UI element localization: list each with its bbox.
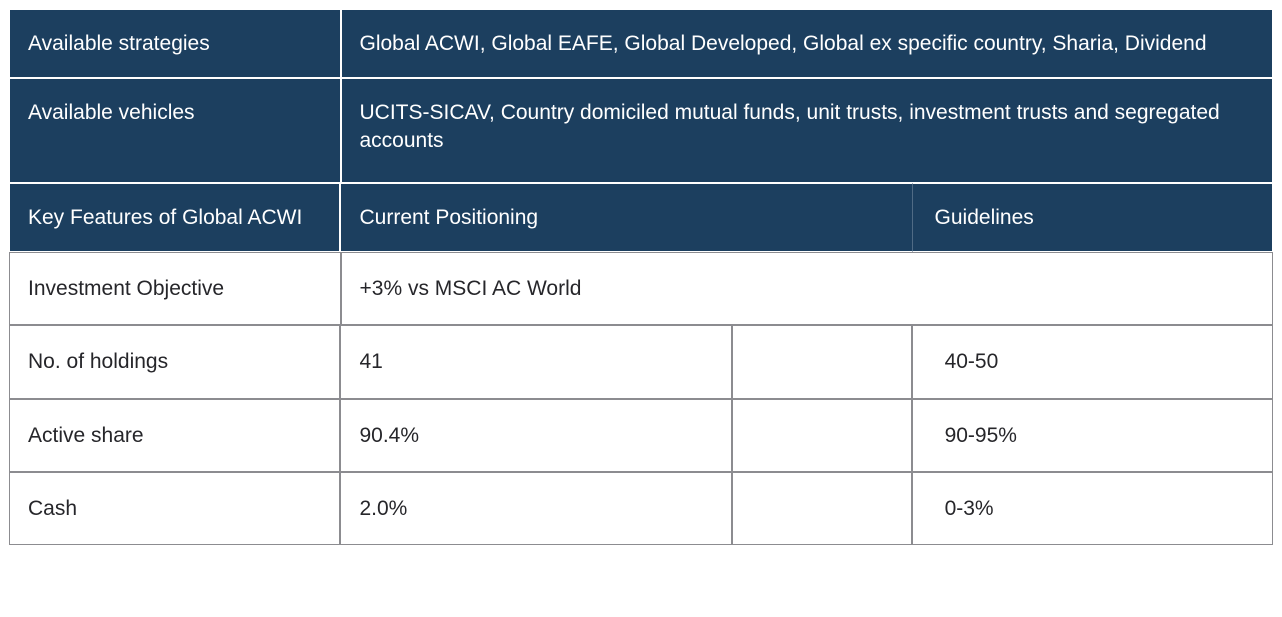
- header-row-vehicles: Available vehicles UCITS-SICAV, Country …: [9, 78, 1273, 183]
- label-available-vehicles: Available vehicles: [9, 78, 341, 183]
- feature-label: Active share: [9, 399, 340, 472]
- table-row: Active share 90.4% 90-95%: [9, 399, 1273, 472]
- feature-label: Cash: [9, 472, 340, 545]
- table-row: Cash 2.0% 0-3%: [9, 472, 1273, 545]
- header-row-strategies: Available strategies Global ACWI, Global…: [9, 9, 1273, 78]
- gap-cell: [732, 399, 912, 472]
- value-available-strategies: Global ACWI, Global EAFE, Global Develop…: [341, 9, 1274, 78]
- feature-positioning: 2.0%: [340, 472, 731, 545]
- feature-positioning: 41: [340, 325, 731, 398]
- features-table: Available strategies Global ACWI, Global…: [8, 8, 1274, 546]
- feature-positioning: +3% vs MSCI AC World: [341, 252, 1274, 325]
- feature-guidelines: 0-3%: [912, 472, 1273, 545]
- table-row: No. of holdings 41 40-50: [9, 325, 1273, 398]
- feature-guidelines: 90-95%: [912, 399, 1273, 472]
- table-row: Investment Objective +3% vs MSCI AC Worl…: [9, 252, 1273, 325]
- value-available-vehicles: UCITS-SICAV, Country domiciled mutual fu…: [341, 78, 1274, 183]
- column-header-row: Key Features of Global ACWI Current Posi…: [9, 183, 1273, 252]
- gap-cell: [732, 325, 912, 398]
- col-header-positioning: Current Positioning: [340, 183, 911, 252]
- col-header-guidelines: Guidelines: [912, 183, 1273, 252]
- gap-cell: [732, 472, 912, 545]
- feature-label: No. of holdings: [9, 325, 340, 398]
- col-header-features: Key Features of Global ACWI: [9, 183, 340, 252]
- feature-positioning: 90.4%: [340, 399, 731, 472]
- feature-guidelines: 40-50: [912, 325, 1273, 398]
- feature-label: Investment Objective: [9, 252, 341, 325]
- label-available-strategies: Available strategies: [9, 9, 341, 78]
